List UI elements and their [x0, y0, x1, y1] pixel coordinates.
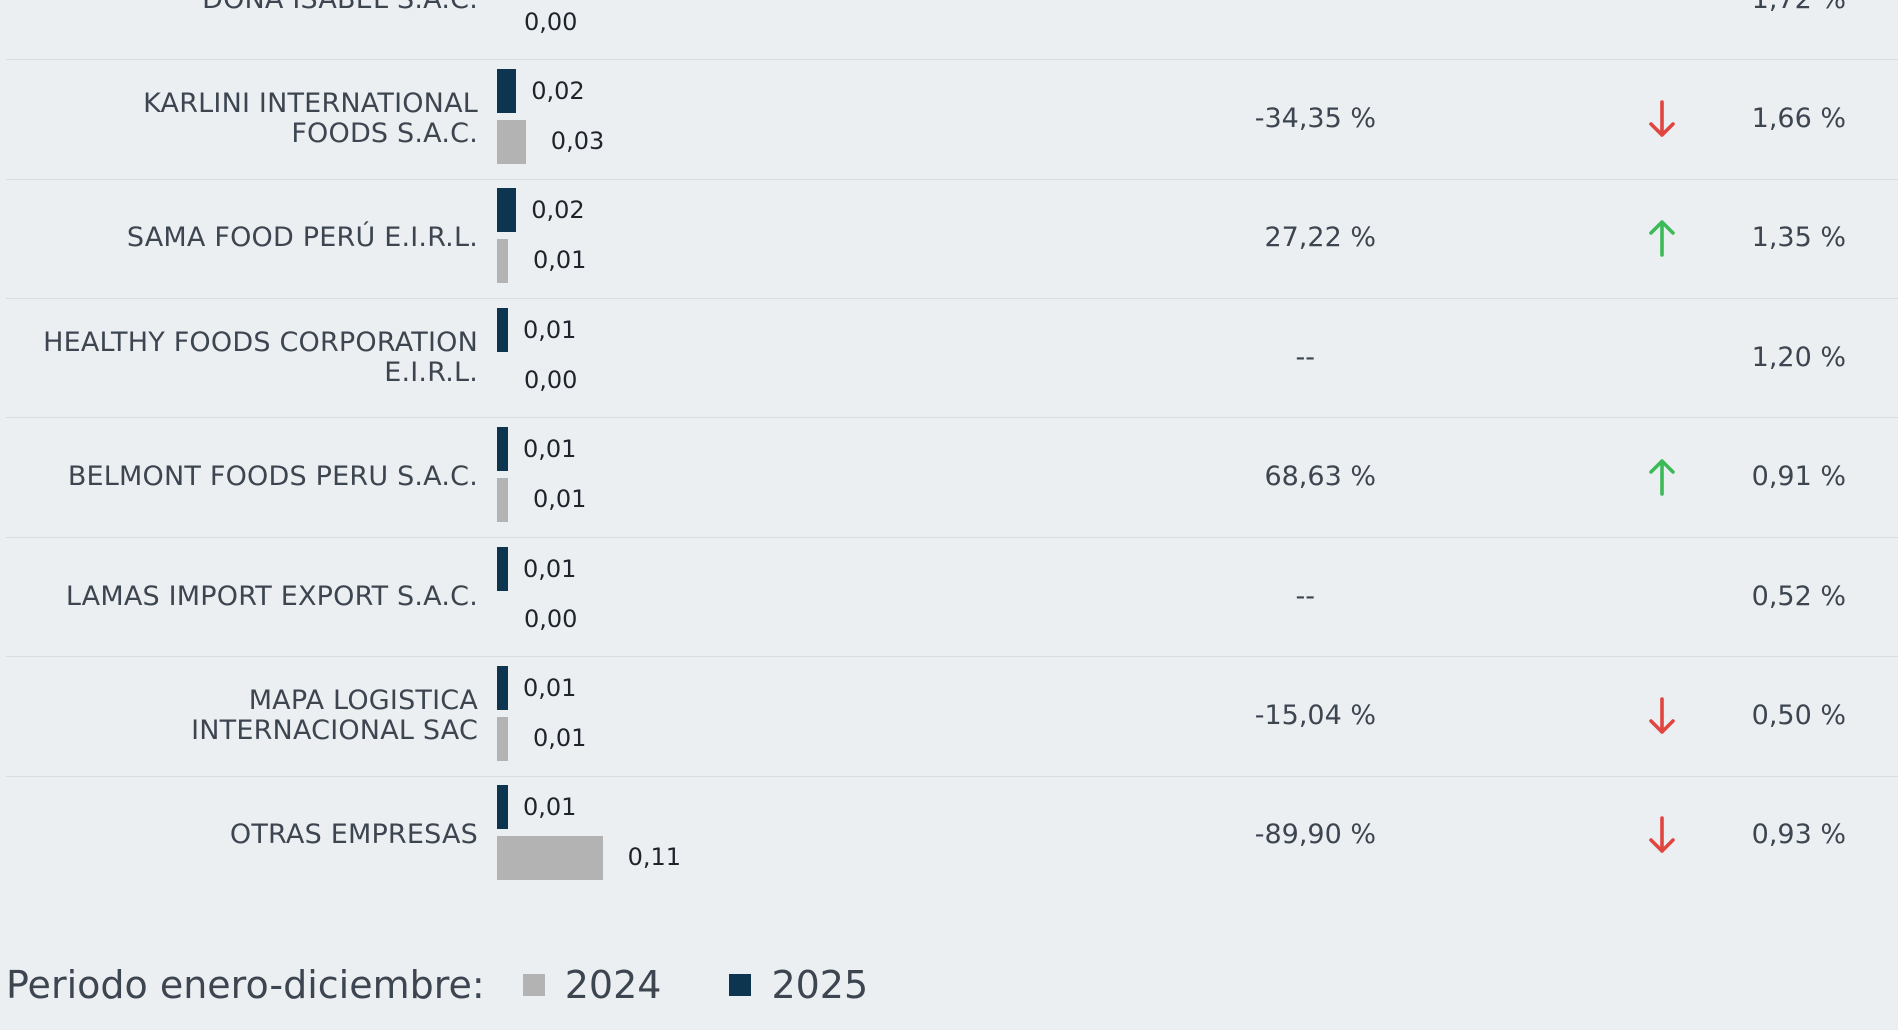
variation-value: --	[1295, 342, 1316, 373]
legend-swatch-2025	[729, 974, 752, 996]
bar-2024[interactable]	[497, 836, 603, 880]
bar-2025[interactable]	[497, 666, 508, 710]
bar-2025-value-label: 0,02	[531, 196, 585, 224]
arrow-up-icon	[1647, 218, 1677, 258]
bar-2024-value-label: 0,03	[550, 127, 605, 155]
legend-label-2025: 2025	[771, 963, 869, 1007]
legend-item-2025[interactable]: 2025	[729, 963, 868, 1007]
company-label: OTRAS EMPRESAS	[229, 819, 478, 850]
share-value: 0,52 %	[1751, 581, 1846, 612]
variation-value: -15,04 %	[1254, 700, 1376, 731]
variation-value: -34,35 %	[1254, 103, 1376, 134]
bar-2024-value-label: 0,01	[533, 724, 587, 752]
bar-2024[interactable]	[497, 478, 508, 522]
company-label: LAMAS IMPORT EXPORT S.A.C.	[65, 581, 478, 612]
variation-value: --	[1295, 581, 1316, 612]
bar-2024-value-label: 0,00	[524, 366, 578, 394]
row-divider	[6, 59, 1898, 60]
bar-2025[interactable]	[497, 308, 508, 352]
legend-label-2024: 2024	[564, 963, 662, 1007]
company-label: MAPA LOGISTICA INTERNACIONAL SAC	[191, 685, 478, 746]
bar-2025-value-label: 0,01	[523, 435, 577, 463]
row-divider	[6, 417, 1898, 418]
legend-title: Periodo enero-diciembre:	[6, 963, 485, 1007]
bar-2024-value-label: 0,00	[524, 605, 578, 633]
arrow-down-icon	[1647, 99, 1677, 139]
bar-2025[interactable]	[497, 188, 517, 232]
arrow-down-icon	[1647, 815, 1677, 855]
bar-2024[interactable]	[497, 717, 508, 761]
bar-2024-value-label: 0,00	[524, 8, 578, 36]
share-value: 0,93 %	[1751, 819, 1846, 850]
row-divider	[6, 656, 1898, 657]
share-value: 1,72 %	[1686, 0, 1846, 15]
share-value: 1,20 %	[1751, 342, 1846, 373]
legend-item-2024[interactable]: 2024	[522, 963, 662, 1007]
legend: Periodo enero-diciembre: 2024 2025	[6, 962, 936, 1008]
company-label: KARLINI INTERNATIONAL FOODS S.A.C.	[143, 88, 478, 149]
variation-value: -89,90 %	[1254, 819, 1376, 850]
row-divider	[6, 179, 1898, 180]
bar-2025-value-label: 0,01	[523, 674, 577, 702]
bar-2025[interactable]	[497, 785, 508, 829]
bar-2024[interactable]	[497, 239, 508, 283]
arrow-up-icon	[1647, 457, 1677, 497]
row-divider	[6, 776, 1898, 777]
bar-2025-value-label: 0,02	[531, 77, 585, 105]
company-label: BELMONT FOODS PERU S.A.C.	[67, 461, 478, 492]
company-label: SAMA FOOD PERÚ E.I.R.L.	[126, 222, 478, 253]
company-label: DOÑA ISABEL S.A.C.	[38, 0, 478, 15]
bar-2025[interactable]	[497, 69, 517, 113]
bar-2024[interactable]	[497, 120, 526, 164]
bar-2025-value-label: 0,01	[523, 316, 577, 344]
share-value: 1,66 %	[1751, 103, 1846, 134]
legend-swatch-2024	[522, 974, 545, 996]
bar-2025-value-label: 0,01	[523, 793, 577, 821]
arrow-down-icon	[1647, 696, 1677, 736]
bar-2024-value-label: 0,11	[627, 843, 682, 871]
row-divider	[6, 537, 1898, 538]
variation-value: 27,22 %	[1264, 222, 1376, 253]
company-label: HEALTHY FOODS CORPORATION E.I.R.L.	[43, 327, 478, 388]
variation-value: 68,63 %	[1264, 461, 1376, 492]
bar-2024-value-label: 0,01	[533, 246, 587, 274]
bar-2025-value-label: 0,01	[523, 555, 577, 583]
bar-2025[interactable]	[497, 547, 508, 591]
share-value: 0,50 %	[1751, 700, 1846, 731]
row-divider	[6, 298, 1898, 299]
bar-2025[interactable]	[497, 427, 508, 471]
bar-2024-value-label: 0,01	[533, 485, 587, 513]
share-value: 0,91 %	[1751, 461, 1846, 492]
share-value: 1,35 %	[1751, 222, 1846, 253]
